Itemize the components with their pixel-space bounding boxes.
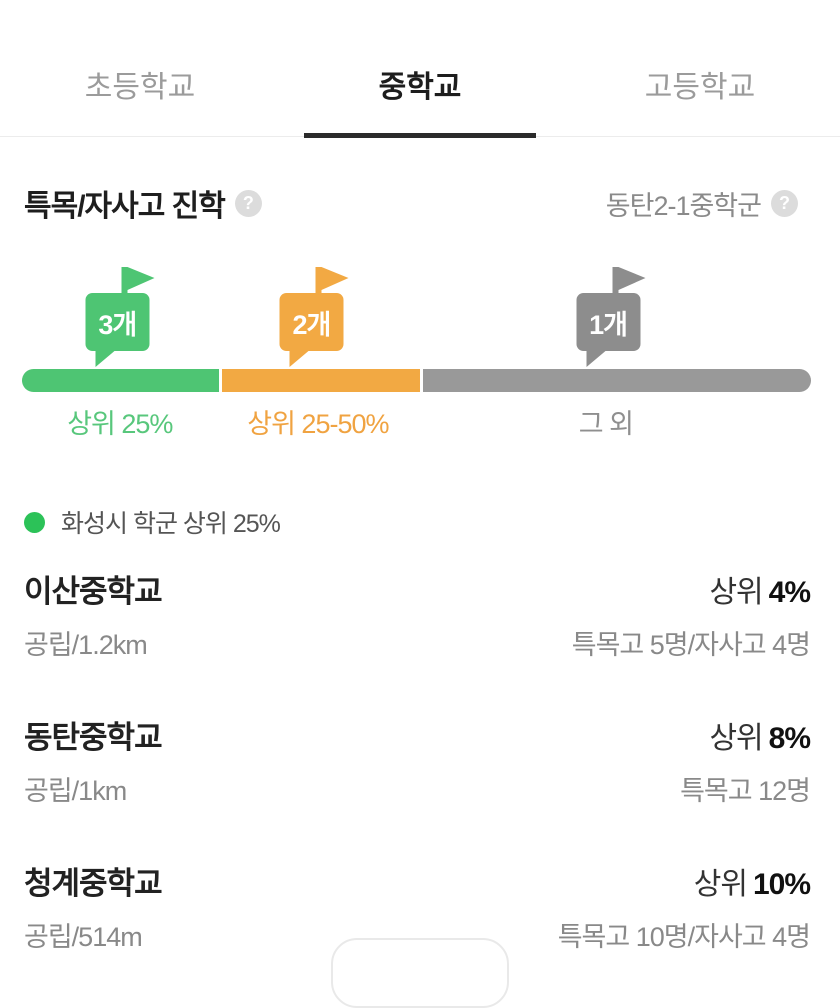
- flag-tail: [95, 351, 115, 367]
- school-row[interactable]: 이산중학교 상위 4% 공립/1.2km 특목고 5명/자사고 4명: [24, 566, 811, 662]
- school-info: 공립/1km: [24, 776, 127, 806]
- tab-label: 초등학교: [84, 71, 196, 104]
- district-rank-legend: 화성시 학군 상위 25%: [24, 504, 810, 540]
- school-info: 공립/1.2km: [24, 630, 148, 660]
- flag-pennant-icon: [121, 267, 155, 299]
- school-row[interactable]: 청계중학교 상위 10% 공립/514m 특목고 10명/자사고 4명: [24, 858, 811, 954]
- legend-text: 화성시 학군 상위 25%: [61, 510, 281, 538]
- flag-marker-top25-50: 2개: [279, 267, 349, 367]
- section-header: 특목/자사고 진학 ? 동탄2-1중학군 ?: [24, 181, 798, 225]
- district-help-icon[interactable]: ?: [771, 189, 798, 217]
- school-name: 청계중학교: [24, 866, 163, 901]
- tier-bar-labels: 상위 25% 상위 25-50% 그 외: [22, 402, 811, 442]
- flag-count-badge: 1개: [576, 293, 641, 351]
- flag-pennant-icon: [315, 267, 349, 299]
- tab-label: 중학교: [378, 71, 462, 104]
- flag-tail: [289, 351, 309, 367]
- flag-count-badge: 2개: [279, 293, 344, 351]
- help-icon[interactable]: ?: [234, 189, 262, 217]
- school-row[interactable]: 동탄중학교 상위 8% 공립/1km 특목고 12명: [24, 712, 811, 808]
- school-rank: 상위 10%: [693, 868, 811, 901]
- tier-segment-top25: [22, 369, 220, 392]
- district-label: 동탄2-1중학군: [605, 190, 762, 221]
- tab-middle-school[interactable]: 중학교: [280, 44, 560, 138]
- tier-label-top25-50: 상위 25-50%: [247, 409, 389, 439]
- school-info: 공립/514m: [24, 922, 143, 952]
- tier-segment-others: [422, 369, 811, 392]
- tab-label: 고등학교: [644, 71, 756, 104]
- school-admission-detail: 특목고 5명/자사고 4명: [571, 630, 811, 660]
- flag-marker-top25: 3개: [85, 267, 155, 367]
- tier-label-others: 그 외: [578, 409, 634, 439]
- section-title: 특목/자사고 진학: [24, 190, 226, 223]
- flag-marker-others: 1개: [576, 267, 646, 367]
- green-dot-icon: [24, 511, 45, 533]
- school-list: 이산중학교 상위 4% 공립/1.2km 특목고 5명/자사고 4명 동탄중학교 …: [24, 566, 811, 954]
- flag-tail: [586, 351, 606, 367]
- tier-segment-top25-50: [222, 369, 420, 392]
- active-tab-underline: [304, 133, 536, 138]
- school-level-tabs: 초등학교 중학교 고등학교: [0, 0, 840, 138]
- rank-tier-chart: 3개 2개 1개 상위 25% 상위 25-50% 그 외: [22, 259, 811, 442]
- school-admission-detail: 특목고 12명: [680, 776, 811, 806]
- school-rank: 상위 4%: [709, 576, 811, 609]
- school-rank: 상위 8%: [709, 722, 811, 755]
- tier-label-top25: 상위 25%: [67, 409, 173, 439]
- school-name: 동탄중학교: [24, 720, 163, 755]
- school-name: 이산중학교: [24, 574, 163, 609]
- flag-pennant-icon: [612, 267, 646, 299]
- more-button[interactable]: [331, 938, 509, 1008]
- tab-elementary-school[interactable]: 초등학교: [0, 44, 280, 136]
- flag-count-badge: 3개: [85, 293, 150, 351]
- tab-high-school[interactable]: 고등학교: [560, 44, 840, 136]
- tier-bar: [22, 369, 811, 392]
- school-admission-detail: 특목고 10명/자사고 4명: [557, 922, 811, 952]
- tier-flags: 3개 2개 1개: [22, 259, 811, 367]
